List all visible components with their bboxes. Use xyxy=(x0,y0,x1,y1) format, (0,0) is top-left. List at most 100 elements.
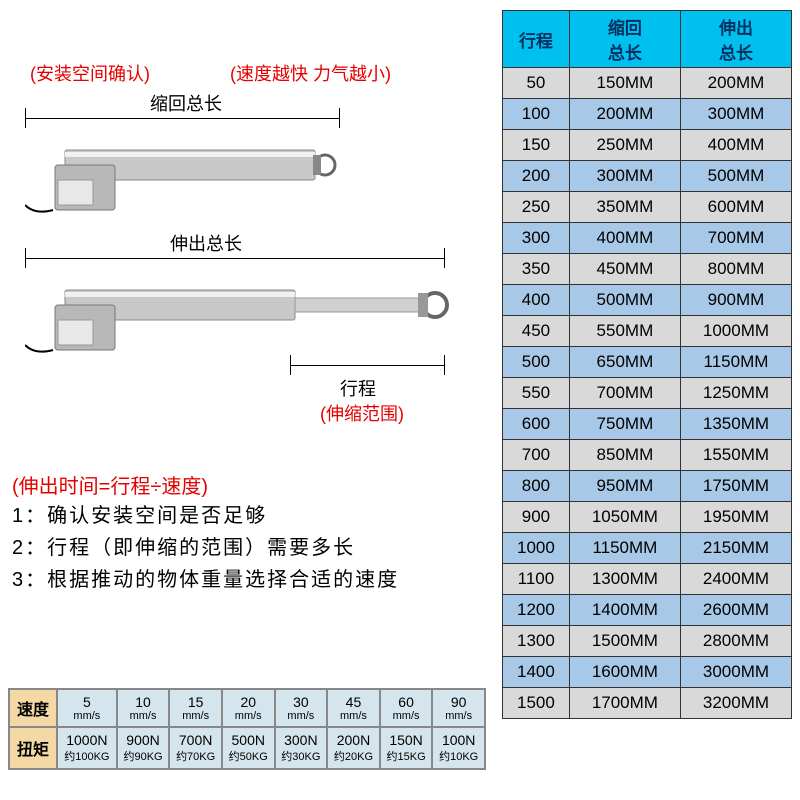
size-cell: 1150MM xyxy=(569,533,680,564)
size-table: 行程 缩回 总长 伸出 总长 50150MM200MM100200MM300MM… xyxy=(502,10,792,719)
size-row: 450550MM1000MM xyxy=(503,316,792,347)
size-cell: 1750MM xyxy=(680,471,791,502)
size-cell: 2150MM xyxy=(680,533,791,564)
size-cell: 1400MM xyxy=(569,595,680,626)
size-row: 600750MM1350MM xyxy=(503,409,792,440)
torque-cell: 300N约30KG xyxy=(275,727,328,769)
size-row: 11001300MM2400MM xyxy=(503,564,792,595)
size-row: 300400MM700MM xyxy=(503,223,792,254)
size-cell: 800 xyxy=(503,471,570,502)
stroke-range-label: (伸缩范围) xyxy=(320,400,404,426)
size-cell: 150 xyxy=(503,130,570,161)
size-header-row: 行程 缩回 总长 伸出 总长 xyxy=(503,11,792,68)
size-cell: 100 xyxy=(503,99,570,130)
speed-cell: 10mm/s xyxy=(117,689,170,727)
torque-cell: 150N约15KG xyxy=(380,727,433,769)
torque-cell: 200N约20KG xyxy=(327,727,380,769)
size-cell: 1500 xyxy=(503,688,570,719)
torque-row: 扭矩 1000N约100KG900N约90KG700N约70KG500N约50K… xyxy=(9,727,485,769)
size-cell: 400MM xyxy=(680,130,791,161)
col-retract: 缩回 总长 xyxy=(569,11,680,68)
instruction-1: 1：确认安装空间是否足够 xyxy=(12,500,399,532)
size-cell: 1700MM xyxy=(569,688,680,719)
size-cell: 700 xyxy=(503,440,570,471)
speed-cell: 45mm/s xyxy=(327,689,380,727)
size-cell: 300MM xyxy=(569,161,680,192)
size-cell: 150MM xyxy=(569,68,680,99)
size-cell: 1950MM xyxy=(680,502,791,533)
size-cell: 200 xyxy=(503,161,570,192)
size-cell: 900 xyxy=(503,502,570,533)
size-row: 250350MM600MM xyxy=(503,192,792,223)
size-table-body: 50150MM200MM100200MM300MM150250MM400MM20… xyxy=(503,68,792,719)
speed-row: 速度 5mm/s10mm/s15mm/s20mm/s30mm/s45mm/s60… xyxy=(9,689,485,727)
size-cell: 1150MM xyxy=(680,347,791,378)
col-extend: 伸出 总长 xyxy=(680,11,791,68)
size-row: 50150MM200MM xyxy=(503,68,792,99)
extend-length-label: 伸出总长 xyxy=(170,230,242,256)
size-cell: 650MM xyxy=(569,347,680,378)
speed-cell: 60mm/s xyxy=(380,689,433,727)
instruction-2: 2：行程（即伸缩的范围）需要多长 xyxy=(12,532,399,564)
size-cell: 2400MM xyxy=(680,564,791,595)
size-cell: 250MM xyxy=(569,130,680,161)
size-row: 9001050MM1950MM xyxy=(503,502,792,533)
size-row: 12001400MM2600MM xyxy=(503,595,792,626)
size-cell: 1400 xyxy=(503,657,570,688)
size-cell: 500 xyxy=(503,347,570,378)
retract-length-label: 缩回总长 xyxy=(150,90,222,116)
size-cell: 950MM xyxy=(569,471,680,502)
size-cell: 1500MM xyxy=(569,626,680,657)
size-cell: 1000MM xyxy=(680,316,791,347)
size-cell: 3000MM xyxy=(680,657,791,688)
size-cell: 850MM xyxy=(569,440,680,471)
instructions: 1：确认安装空间是否足够 2：行程（即伸缩的范围）需要多长 3：根据推动的物体重… xyxy=(12,500,399,596)
torque-cell: 500N约50KG xyxy=(222,727,275,769)
size-cell: 250 xyxy=(503,192,570,223)
size-cell: 1100 xyxy=(503,564,570,595)
size-cell: 1600MM xyxy=(569,657,680,688)
size-cell: 350 xyxy=(503,254,570,285)
actuator-extended xyxy=(25,270,465,365)
speed-torque-table: 速度 5mm/s10mm/s15mm/s20mm/s30mm/s45mm/s60… xyxy=(8,688,486,770)
speed-cell: 15mm/s xyxy=(169,689,222,727)
size-cell: 1250MM xyxy=(680,378,791,409)
size-cell: 2600MM xyxy=(680,595,791,626)
speed-force-label: (速度越快 力气越小) xyxy=(230,60,391,86)
size-row: 400500MM900MM xyxy=(503,285,792,316)
right-panel: 行程 缩回 总长 伸出 总长 50150MM200MM100200MM300MM… xyxy=(502,10,792,719)
size-cell: 550MM xyxy=(569,316,680,347)
size-row: 800950MM1750MM xyxy=(503,471,792,502)
torque-cell: 700N约70KG xyxy=(169,727,222,769)
size-row: 350450MM800MM xyxy=(503,254,792,285)
torque-header: 扭矩 xyxy=(9,727,57,769)
size-cell: 200MM xyxy=(680,68,791,99)
size-cell: 1300MM xyxy=(569,564,680,595)
size-cell: 600 xyxy=(503,409,570,440)
size-cell: 900MM xyxy=(680,285,791,316)
speed-cell: 20mm/s xyxy=(222,689,275,727)
size-cell: 1350MM xyxy=(680,409,791,440)
size-cell: 1550MM xyxy=(680,440,791,471)
formula-label: (伸出时间=行程÷速度) xyxy=(12,470,208,499)
size-cell: 1050MM xyxy=(569,502,680,533)
torque-cell: 100N约10KG xyxy=(432,727,485,769)
size-row: 10001150MM2150MM xyxy=(503,533,792,564)
size-cell: 300MM xyxy=(680,99,791,130)
size-row: 15001700MM3200MM xyxy=(503,688,792,719)
size-cell: 350MM xyxy=(569,192,680,223)
size-cell: 700MM xyxy=(680,223,791,254)
dim-retract xyxy=(25,118,340,119)
size-cell: 400 xyxy=(503,285,570,316)
size-row: 13001500MM2800MM xyxy=(503,626,792,657)
install-space-label: (安装空间确认) xyxy=(30,60,150,86)
stroke-label: 行程 xyxy=(340,375,376,401)
speed-cell: 90mm/s xyxy=(432,689,485,727)
size-row: 700850MM1550MM xyxy=(503,440,792,471)
size-cell: 1200 xyxy=(503,595,570,626)
size-row: 14001600MM3000MM xyxy=(503,657,792,688)
left-panel: (安装空间确认) (速度越快 力气越小) 缩回总长 伸出总长 xyxy=(0,0,490,800)
col-stroke: 行程 xyxy=(503,11,570,68)
size-cell: 450MM xyxy=(569,254,680,285)
torque-cell: 900N约90KG xyxy=(117,727,170,769)
